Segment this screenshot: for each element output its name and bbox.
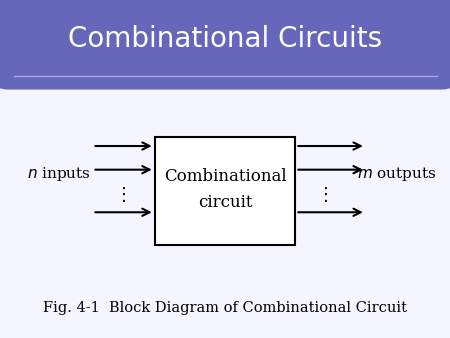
Text: circuit: circuit	[198, 194, 252, 211]
Text: Combinational: Combinational	[164, 168, 286, 185]
Bar	[9, 56, 441, 76]
Text: ⋮: ⋮	[115, 186, 133, 203]
Text: Fig. 4-1  Block Diagram of Combinational Circuit: Fig. 4-1 Block Diagram of Combinational …	[43, 301, 407, 315]
Text: ⋮: ⋮	[317, 186, 335, 203]
Text: $m$ outputs: $m$ outputs	[357, 165, 436, 184]
FancyBboxPatch shape	[0, 0, 450, 90]
Bar	[155, 137, 295, 245]
Text: Combinational Circuits: Combinational Circuits	[68, 25, 382, 53]
Text: $n$ inputs: $n$ inputs	[27, 165, 91, 184]
